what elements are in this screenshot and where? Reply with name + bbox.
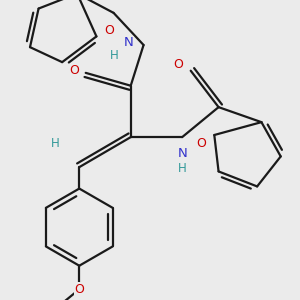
Text: H: H xyxy=(178,161,187,175)
Text: O: O xyxy=(104,23,114,37)
Text: H: H xyxy=(110,49,119,62)
Text: H: H xyxy=(51,137,60,150)
Text: O: O xyxy=(173,58,183,71)
Text: N: N xyxy=(124,36,134,50)
Text: O: O xyxy=(74,283,84,296)
Text: O: O xyxy=(196,137,206,150)
Text: O: O xyxy=(69,64,79,77)
Text: N: N xyxy=(177,147,187,160)
